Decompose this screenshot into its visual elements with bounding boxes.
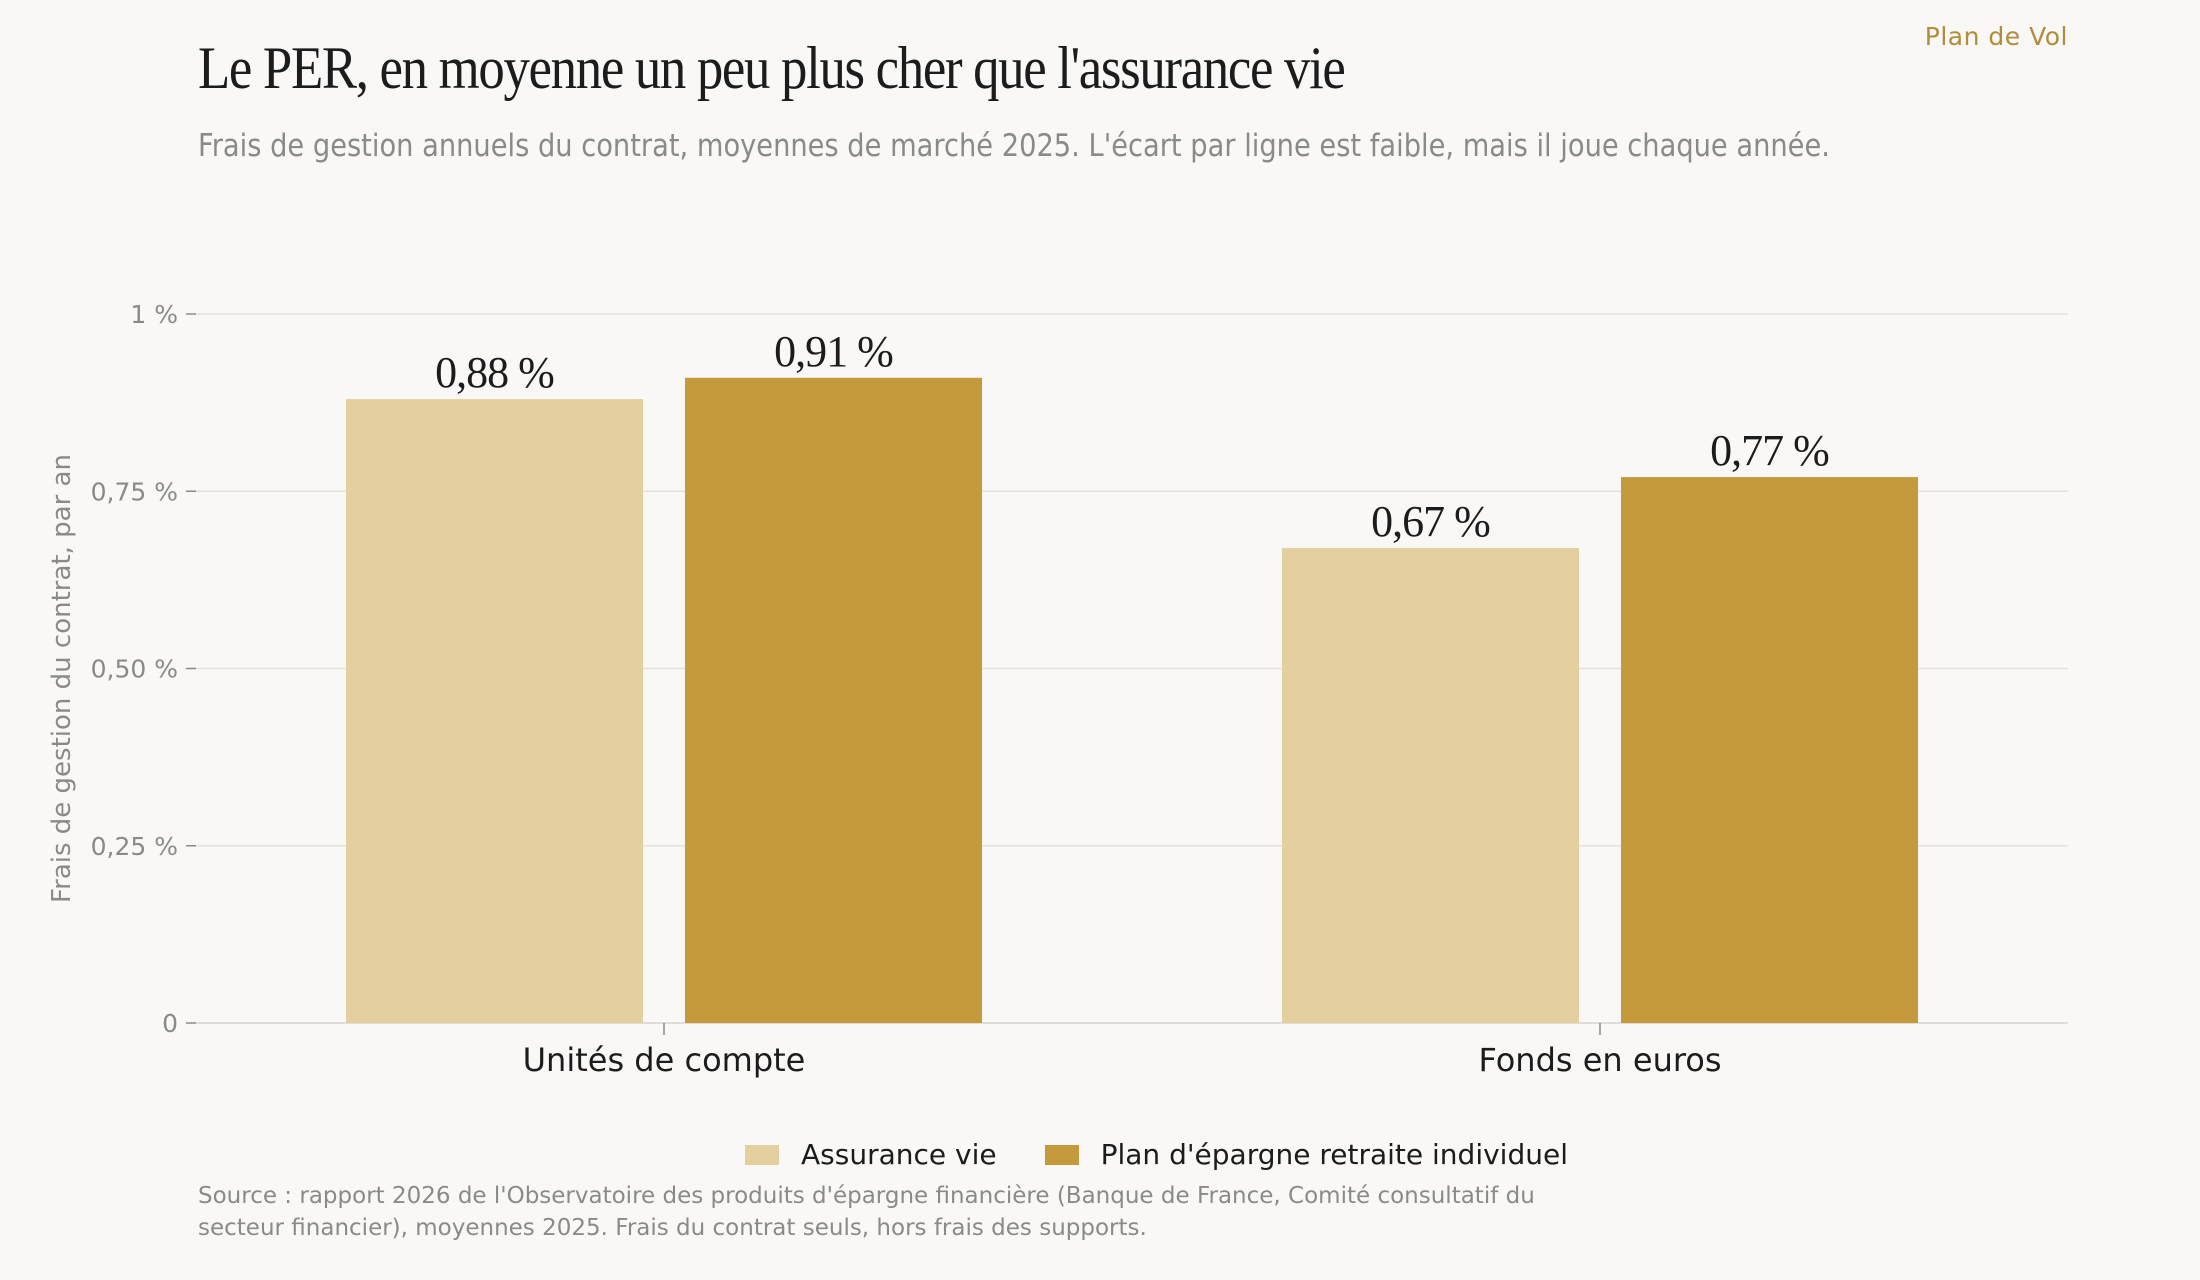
bar-value-label: 0,67 % bbox=[1371, 497, 1490, 546]
bar bbox=[346, 399, 643, 1024]
y-tick-label: 0,75 % bbox=[91, 477, 178, 506]
legend-swatch-per bbox=[1044, 1144, 1079, 1165]
legend-item-per: Plan d'épargne retraite individuel bbox=[1044, 1138, 1568, 1171]
chart-title: Le PER, en moyenne un peu plus cher que … bbox=[198, 35, 1346, 101]
bar-value-label: 0,91 % bbox=[774, 327, 893, 376]
bar bbox=[685, 377, 982, 1023]
bar-value-label: 0,88 % bbox=[435, 348, 554, 397]
y-tick-label: 1 % bbox=[130, 300, 178, 329]
legend-label-per: Plan d'épargne retraite individuel bbox=[1100, 1138, 1568, 1171]
legend: Assurance vie Plan d'épargne retraite in… bbox=[745, 1138, 1616, 1171]
legend-item-assurance-vie: Assurance vie bbox=[745, 1138, 997, 1171]
brand-label: Plan de Vol bbox=[1924, 22, 2068, 51]
legend-label-assurance-vie: Assurance vie bbox=[801, 1138, 997, 1171]
y-axis-label: Frais de gestion du contrat, par an bbox=[47, 454, 77, 903]
bar bbox=[1621, 477, 1918, 1023]
x-category-label: Unités de compte bbox=[523, 1041, 806, 1079]
bar bbox=[1282, 547, 1579, 1023]
legend-swatch-assurance-vie bbox=[745, 1144, 779, 1165]
chart-subtitle: Frais de gestion annuels du contrat, moy… bbox=[198, 128, 1830, 164]
y-tick-label: 0 bbox=[162, 1009, 178, 1038]
source-note: Source : rapport 2026 de l'Observatoire … bbox=[198, 1183, 1535, 1241]
x-category-label: Fonds en euros bbox=[1478, 1041, 1721, 1079]
y-tick-label: 0,50 % bbox=[91, 655, 178, 684]
y-tick-label: 0,25 % bbox=[91, 832, 178, 861]
bar-value-label: 0,77 % bbox=[1710, 426, 1829, 475]
